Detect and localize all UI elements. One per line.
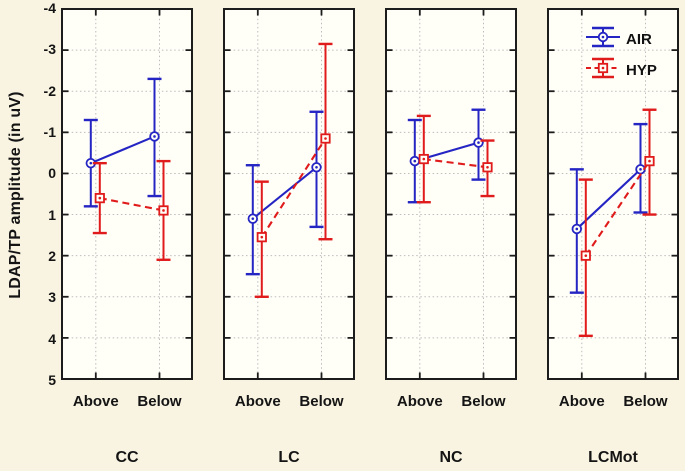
group-label-lc: LC bbox=[278, 449, 300, 466]
y-tick-label: -1 bbox=[43, 124, 56, 140]
legend-row-air: AIR bbox=[586, 25, 657, 54]
x-tick-label-below: Below bbox=[299, 393, 344, 410]
legend-label-air: AIR bbox=[626, 30, 652, 48]
x-tick-label-below: Below bbox=[461, 393, 506, 410]
legend-row-hyp: HYP bbox=[586, 56, 657, 85]
group-label-nc: NC bbox=[439, 449, 463, 466]
panel-cc bbox=[61, 8, 193, 380]
panel-lcmot bbox=[547, 8, 679, 380]
x-tick-label-above: Above bbox=[558, 393, 605, 410]
y-tick-label: -3 bbox=[43, 41, 56, 58]
x-tick-label-below: Below bbox=[623, 393, 668, 410]
panel-nc bbox=[385, 8, 517, 380]
y-tick-label: 1 bbox=[48, 206, 56, 223]
group-label-lcmot: LCMot bbox=[588, 449, 638, 466]
group-label-cc: CC bbox=[115, 449, 139, 466]
y-axis-label: LDAP/TP amplitude (in uV) bbox=[7, 91, 24, 299]
x-tick-label-above: Above bbox=[396, 393, 443, 410]
y-tick-label: 4 bbox=[48, 330, 56, 347]
y-tick-label: -4 bbox=[43, 0, 56, 16]
legend-label-hyp: HYP bbox=[626, 61, 657, 79]
air-series-glyph bbox=[586, 25, 620, 54]
x-tick-label-above: Above bbox=[234, 393, 281, 410]
x-tick-label-above: Above bbox=[72, 393, 119, 410]
y-tick-label: -2 bbox=[43, 82, 56, 99]
y-tick-label: 5 bbox=[48, 372, 56, 388]
x-tick-label-below: Below bbox=[137, 393, 182, 410]
panel-lc bbox=[223, 8, 355, 380]
hyp-series-glyph bbox=[586, 56, 620, 85]
legend: AIR HYP bbox=[586, 25, 657, 85]
y-tick-label: 2 bbox=[48, 248, 56, 264]
y-tick-label: 3 bbox=[48, 289, 56, 306]
y-tick-label: 0 bbox=[48, 165, 56, 182]
